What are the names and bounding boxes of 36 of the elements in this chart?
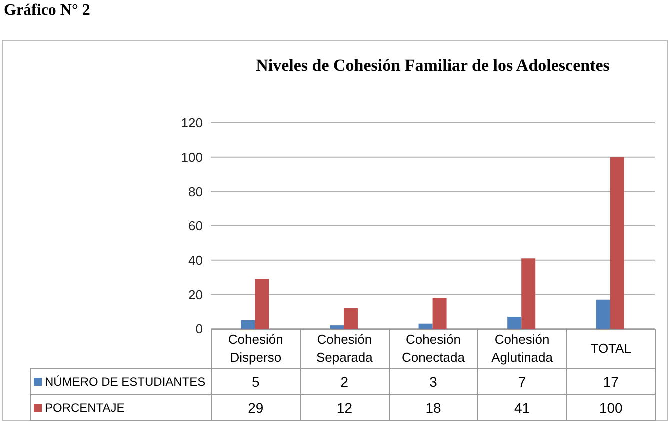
chart-title: Niveles de Cohesión Familiar de los Adolescentes [255,56,611,76]
data-label: 12 [300,394,390,420]
bar [330,326,344,329]
y-tick-label: 80 [188,184,203,200]
text: Gráfico N° 2 [4,2,90,20]
x-tick-label: Cohesión Disperso [212,330,300,368]
y-tick-label: 100 [181,150,203,165]
y-tick-label: 40 [188,252,203,268]
legend-label: NÚMERO DE ESTUDIANTES [30,368,212,394]
bar [255,279,270,329]
bar [344,308,358,329]
bar [522,258,536,329]
x-tick-label: Cohesión Separada [300,330,390,368]
data-label: 29 [212,394,300,420]
bar [508,316,522,329]
y-tick-label: 60 [188,218,203,234]
y-tick-label: 20 [188,287,203,302]
data-label: 41 [478,394,567,420]
data-label: 7 [478,368,567,394]
data-label: 18 [389,394,478,420]
bar [241,320,256,329]
data-label: 100 [566,394,656,420]
data-label: 17 [566,368,656,394]
x-tick-label: Cohesión Aglutinada [478,330,567,368]
y-tick-label: 120 [181,116,203,131]
legend-label: PORCENTAJE [30,394,212,420]
y-tick-label: 0 [196,322,203,337]
data-label: 5 [212,368,300,394]
x-tick-label: Cohesión Conectada [389,330,478,368]
data-label: 2 [300,368,390,394]
data-label: 3 [389,368,478,394]
bar [418,324,433,329]
bar [432,298,447,329]
bar [610,157,624,329]
x-tick-label: TOTAL [566,330,656,368]
bar [596,300,610,329]
